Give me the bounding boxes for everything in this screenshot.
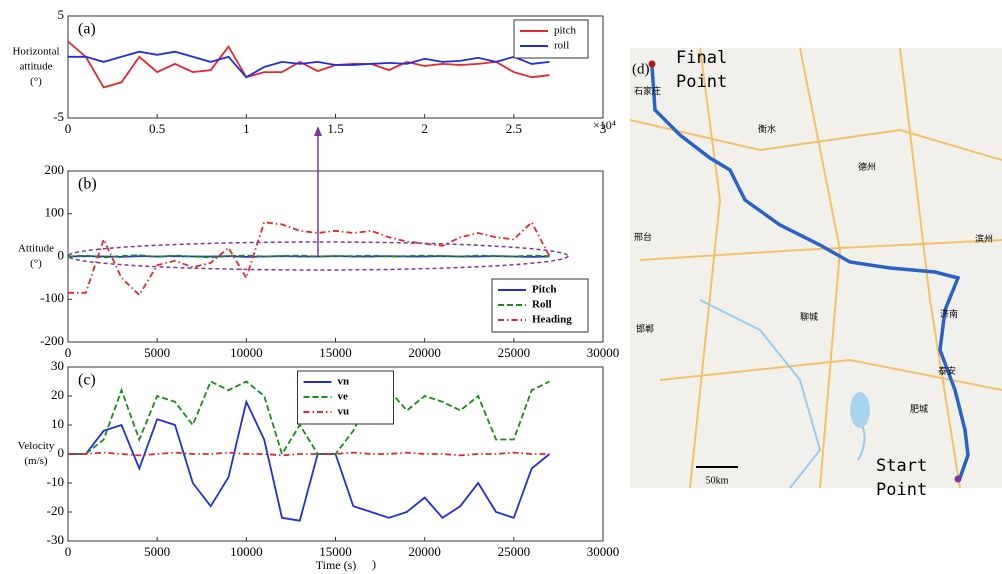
x-tick-label: 0.5 xyxy=(149,121,165,136)
city-label: 邯郸 xyxy=(636,323,654,334)
x-tick-label: 30000 xyxy=(587,544,620,559)
x-axis-label: Time (s) xyxy=(316,558,357,572)
map-lake xyxy=(850,392,870,428)
y-axis-label: (m/s) xyxy=(24,455,48,467)
scale-label: 50km xyxy=(706,475,729,486)
y-axis-label: attitude xyxy=(20,61,53,73)
x-tick-label: 0 xyxy=(65,121,72,136)
x-tick-label: 10000 xyxy=(230,544,263,559)
x-tick-label: 5000 xyxy=(144,544,170,559)
y-axis-label: Velocity xyxy=(18,440,55,452)
panel-label: (d) xyxy=(632,61,650,77)
x-tick-label: 0 xyxy=(65,345,72,360)
city-label: 聊城 xyxy=(800,311,818,322)
y-tick-label: -100 xyxy=(40,290,64,305)
x-tick-label: 15000 xyxy=(319,544,352,559)
final-point-label: Point xyxy=(676,72,727,92)
city-label: 衡水 xyxy=(758,123,776,134)
page: {"chart_data": [ {"type": "line", "panel… xyxy=(0,0,1002,574)
city-label: 滨州 xyxy=(975,233,993,244)
x-tick-label: 1 xyxy=(243,121,250,136)
x-axis-label-extra: ) xyxy=(372,557,376,571)
x-tick-label: 10000 xyxy=(230,345,263,360)
city-label: 石家庄 xyxy=(634,85,661,96)
final-point-marker xyxy=(649,61,656,68)
y-tick-label: 0 xyxy=(58,247,65,262)
legend-label: Roll xyxy=(532,299,552,311)
x-tick-label: 1.5 xyxy=(327,121,343,136)
y-tick-label: 200 xyxy=(45,162,65,177)
map-background xyxy=(630,48,1002,488)
y-tick-label: 100 xyxy=(45,205,65,220)
y-tick-label: -10 xyxy=(47,474,64,489)
arrow-head xyxy=(314,126,322,136)
city-label: 泰安 xyxy=(938,365,956,376)
panel-label: (c) xyxy=(78,372,96,389)
x-tick-label: 2.5 xyxy=(506,121,522,136)
x-tick-label: 2 xyxy=(421,121,428,136)
legend-label: vn xyxy=(338,376,350,388)
city-label: 济南 xyxy=(940,308,958,319)
y-axis-label: (°) xyxy=(30,258,42,270)
y-tick-label: -5 xyxy=(53,109,64,124)
y-tick-label: 5 xyxy=(58,7,65,22)
y-tick-label: 10 xyxy=(51,416,64,431)
start-point-label: Point xyxy=(876,480,927,500)
city-label: 德州 xyxy=(858,161,876,172)
x-tick-label: 25000 xyxy=(498,544,531,559)
start-point-label: Start xyxy=(876,456,927,476)
city-label: 肥城 xyxy=(910,404,928,414)
y-tick-label: -200 xyxy=(40,333,64,348)
y-tick-label: 20 xyxy=(51,387,64,402)
x-tick-label: 30000 xyxy=(587,345,620,360)
final-point-label: Final xyxy=(676,48,727,68)
panel-label: (a) xyxy=(78,21,96,38)
legend-label: ve xyxy=(338,391,349,403)
y-tick-label: -20 xyxy=(47,503,64,518)
legend-label: Pitch xyxy=(532,284,556,296)
panel-label: (b) xyxy=(78,176,97,193)
x-tick-label: 20000 xyxy=(408,544,441,559)
y-tick-label: 30 xyxy=(51,358,64,373)
x-tick-label: 25000 xyxy=(498,345,531,360)
legend-label: vu xyxy=(338,406,350,418)
x-tick-label: 0 xyxy=(65,544,72,559)
y-tick-label: -30 xyxy=(47,532,64,547)
start-point-marker xyxy=(955,476,962,483)
map-panel: (d) Final Point Start Point 50km xyxy=(630,48,1002,500)
figure: (d) Final Point Start Point 50km 石家庄德州 衡水… xyxy=(0,0,1002,574)
legend-box xyxy=(514,20,588,58)
x-exponent: ×10⁴ xyxy=(593,118,616,132)
legend-label: roll xyxy=(554,40,569,52)
x-tick-label: 20000 xyxy=(408,345,441,360)
y-tick-label: 0 xyxy=(58,445,65,460)
y-axis-label: Horizontal xyxy=(12,46,59,58)
y-axis-label: (°) xyxy=(30,76,42,88)
x-tick-label: 15000 xyxy=(319,345,352,360)
y-axis-label: Attitude xyxy=(18,243,54,255)
legend-label: pitch xyxy=(554,25,576,37)
city-label: 邢台 xyxy=(634,231,652,242)
x-tick-label: 5000 xyxy=(144,345,170,360)
legend-label: Heading xyxy=(532,314,572,326)
